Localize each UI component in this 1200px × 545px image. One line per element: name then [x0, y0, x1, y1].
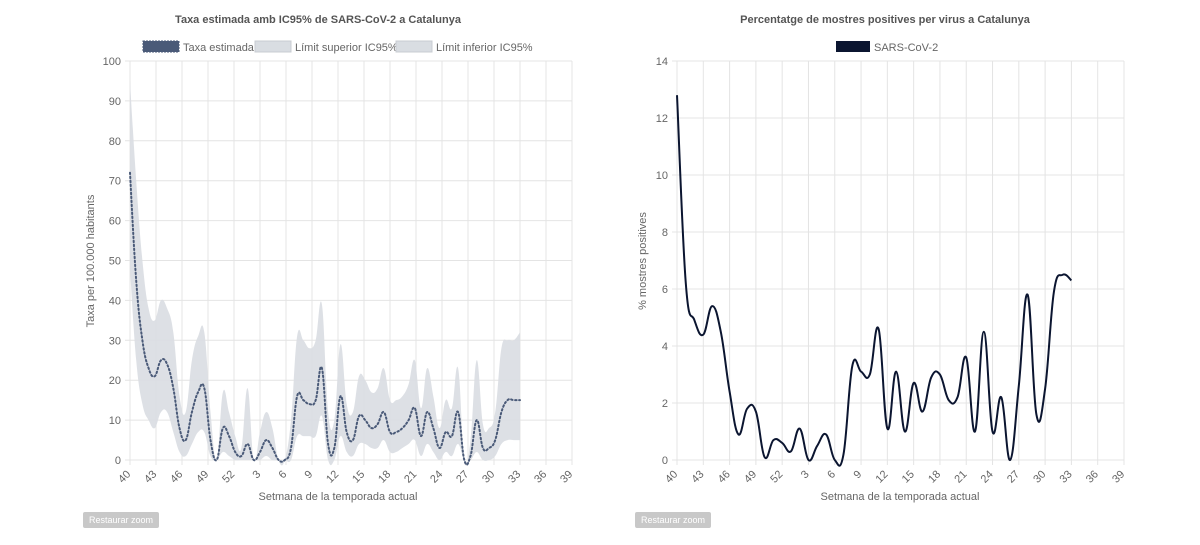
chart-right-y-tick-label: 14: [656, 56, 668, 68]
chart-right-x-tick-label: 6: [825, 468, 838, 481]
chart-left-x-tick-label: 49: [194, 468, 211, 485]
chart-right-grid: [672, 60, 1125, 465]
chart-left-x-tick-label: 21: [402, 468, 419, 485]
series-sars-cov-2: [676, 95, 1073, 467]
chart-left-x-tick-label: 52: [220, 468, 237, 485]
chart-left-y-tick-label: 90: [109, 96, 121, 108]
chart-left-y-ticks: 0 10 20 30 40 50 60 70 80 90 100: [103, 56, 121, 467]
chart-left-x-tick-label: 15: [350, 468, 367, 485]
chart-left-x-tick-label: 40: [116, 468, 133, 485]
chart-right-y-tick-label: 10: [656, 170, 668, 182]
chart-right-x-tick-label: 15: [900, 468, 917, 485]
chart-right-y-tick-label: 0: [662, 455, 668, 467]
legend-label-1: Taxa estimada: [183, 42, 255, 54]
chart-right-y-ticks: 0 2 4 6 8 10 12 14: [656, 56, 668, 467]
chart-right-x-tick-label: 9: [852, 468, 865, 481]
chart-left-y-tick-label: 100: [103, 56, 121, 68]
chart-right-x-tick-label: 49: [742, 468, 759, 485]
legend-swatch-1: [836, 41, 870, 52]
chart-right-y-tick-label: 4: [662, 341, 668, 353]
chart-right-x-tick-label: 24: [979, 468, 996, 485]
chart-left-y-tick-label: 10: [109, 415, 121, 427]
chart-right-x-tick-label: 39: [1110, 468, 1127, 485]
chart-left-x-tick-label: 3: [250, 468, 263, 481]
legend-label-1: SARS-CoV-2: [874, 42, 938, 54]
reset-zoom-button-right[interactable]: Restaurar zoom: [635, 512, 712, 528]
chart-right-title: Percentatge de mostres positives per vir…: [740, 14, 1031, 26]
chart-right-x-tick-label: 30: [1031, 468, 1048, 485]
chart-right-y-tick-label: 6: [662, 284, 668, 296]
chart-right-x-tick-label: 40: [663, 468, 680, 485]
chart-right-x-ticks: 40 43 46 49 52 3 6 9 12 15 18 21 24 27 30 33 36 39: [663, 468, 1127, 485]
chart-left-x-tick-label: 18: [376, 468, 393, 485]
chart-left-y-tick-label: 60: [109, 216, 121, 228]
chart-left-x-ticks: 40 43 46 49 52 3 6 9 12 15 18 21 24 27 30 33 36 39: [116, 468, 575, 485]
legend-swatch-3: [395, 40, 433, 53]
chart-left-y-tick-label: 70: [109, 176, 121, 188]
chart-right-x-tick-label: 3: [799, 468, 812, 481]
chart-right-x-tick-label: 12: [873, 468, 890, 485]
reset-zoom-button-left[interactable]: Restaurar zoom: [83, 512, 160, 528]
chart-right-x-tick-label: 43: [689, 468, 706, 485]
chart-left-y-tick-label: 30: [109, 335, 121, 347]
legend-swatch-2: [254, 40, 292, 53]
series-taxa-estimada: [129, 171, 521, 466]
chart-right-x-axis-label: Setmana de la temporada actual: [821, 491, 980, 503]
chart-left-title: Taxa estimada amb IC95% de SARS-CoV-2 a …: [175, 14, 462, 26]
chart-left-x-tick-label: 36: [532, 468, 549, 485]
chart-left-y-tick-label: 0: [115, 455, 121, 467]
chart-right-x-tick-label: 21: [952, 468, 969, 485]
chart-left-y-tick-label: 80: [109, 136, 121, 148]
legend-label-3: Límit inferior IC95%: [436, 42, 533, 54]
chart-right-y-tick-label: 8: [662, 227, 668, 239]
chart-left-x-tick-label: 24: [428, 468, 445, 485]
chart-right-y-axis-label: % mostres positives: [637, 212, 649, 310]
chart-left-x-tick-label: 33: [506, 468, 523, 485]
chart-left-x-tick-label: 46: [168, 468, 185, 485]
chart-right-series-line: [676, 95, 1073, 467]
chart-right-y-tick-label: 2: [662, 398, 668, 410]
chart-left-y-tick-label: 20: [109, 375, 121, 387]
chart-right: Percentatge de mostres positives per vir…: [637, 14, 1127, 503]
chart-left-legend: Taxa estimada Límit superior IC95% Límit i…: [142, 40, 533, 54]
legend-label-2: Límit superior IC95%: [295, 42, 398, 54]
chart-left-x-tick-label: 39: [558, 468, 575, 485]
chart-right-x-tick-label: 46: [716, 468, 733, 485]
chart-right-legend: SARS-CoV-2: [836, 41, 938, 54]
chart-right-x-tick-label: 18: [926, 468, 943, 485]
legend-swatch-1: [142, 40, 180, 53]
chart-left-y-tick-label: 40: [109, 295, 121, 307]
chart-left-series-line: [129, 171, 521, 466]
chart-left-x-axis-label: Setmana de la temporada actual: [259, 491, 418, 503]
chart-right-x-tick-label: 52: [768, 468, 785, 485]
chart-left-x-tick-label: 12: [324, 468, 341, 485]
chart-left: Taxa estimada amb IC95% de SARS-CoV-2 a …: [85, 14, 575, 503]
chart-left-x-tick-label: 6: [276, 468, 289, 481]
chart-right-x-tick-label: 27: [1005, 468, 1022, 485]
chart-left-x-tick-label: 9: [302, 468, 315, 481]
chart-right-x-tick-label: 36: [1084, 468, 1101, 485]
chart-right-y-tick-label: 12: [656, 113, 668, 125]
chart-left-x-tick-label: 27: [454, 468, 471, 485]
chart-right-x-tick-label: 33: [1058, 468, 1075, 485]
chart-left-y-tick-label: 50: [109, 256, 121, 268]
chart-left-x-tick-label: 43: [142, 468, 159, 485]
chart-left-x-tick-label: 30: [480, 468, 497, 485]
chart-left-y-axis-label: Taxa per 100.000 habitants: [85, 194, 97, 327]
